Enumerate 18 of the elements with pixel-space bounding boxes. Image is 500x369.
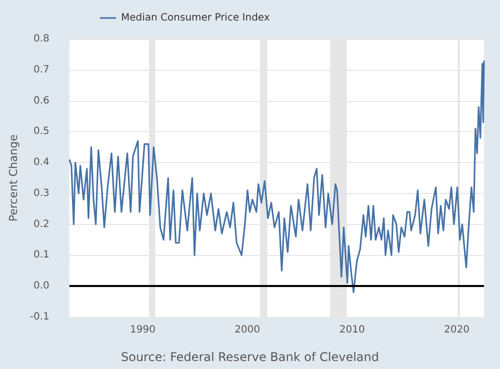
y-tick-label: -0.1 [30,312,50,322]
y-tick-label: 0.4 [34,157,50,168]
line-series [68,60,485,294]
y-tick-label: 0.1 [34,250,50,261]
x-tick-label: 2020 [444,324,470,336]
y-axis-title: Percent Change [7,134,20,222]
x-tick-label: 2000 [234,324,260,336]
legend-label: Median Consumer Price Index [121,12,270,24]
y-tick-label: 0.8 [34,34,50,44]
y-tick-label: 0.5 [34,126,50,138]
y-tick-label: 0.7 [34,64,50,76]
x-tick-label: 1990 [130,324,156,336]
y-tick-label: 0.3 [34,188,50,199]
source-note: Source: Federal Reserve Bank of Cleveland [120,350,380,364]
y-tick-label: 0.0 [34,280,50,292]
x-tick-label: 2010 [339,324,365,336]
y-tick-label: 0.6 [34,95,50,106]
y-tick-label: 0.2 [34,218,50,230]
